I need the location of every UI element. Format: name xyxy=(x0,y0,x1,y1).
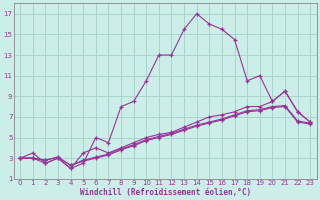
X-axis label: Windchill (Refroidissement éolien,°C): Windchill (Refroidissement éolien,°C) xyxy=(80,188,251,197)
